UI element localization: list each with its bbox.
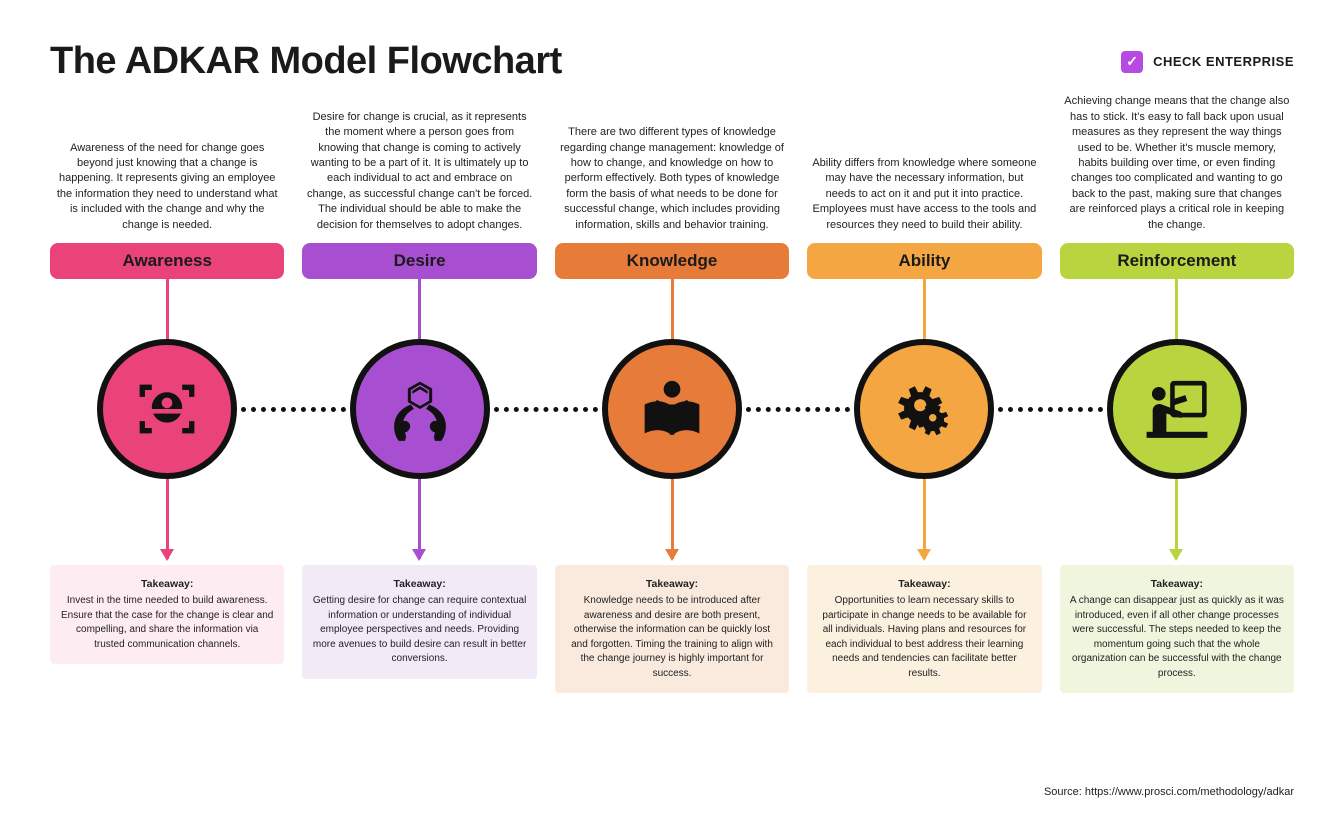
stage-ability: Ability differs from knowledge where som… (807, 93, 1041, 693)
connector-arrow (923, 479, 926, 559)
stage-description: There are two different types of knowled… (555, 93, 789, 243)
takeaway-heading: Takeaway: (312, 577, 526, 592)
enterprise-label: CHECK ENTERPRISE (1153, 54, 1294, 69)
connector-line (166, 279, 169, 339)
takeaway-heading: Takeaway: (60, 577, 274, 592)
stage-description: Achieving change means that the change a… (1060, 93, 1294, 243)
stage-knowledge: There are two different types of knowled… (555, 93, 789, 693)
stage-description: Ability differs from knowledge where som… (807, 93, 1041, 243)
awareness-icon (97, 339, 237, 479)
enterprise-badge: ✓ CHECK ENTERPRISE (1121, 51, 1294, 73)
stage-takeaway: Takeaway: Invest in the time needed to bu… (50, 565, 284, 664)
source-citation: Source: https://www.prosci.com/methodolo… (1044, 786, 1294, 798)
connector-line (923, 279, 926, 339)
stage-awareness: Awareness of the need for change goes be… (50, 93, 284, 693)
stage-description: Awareness of the need for change goes be… (50, 93, 284, 243)
connector-line (671, 279, 674, 339)
header: The ADKAR Model Flowchart ✓ CHECK ENTERP… (0, 0, 1344, 83)
stage-desire: Desire for change is crucial, as it repr… (302, 93, 536, 693)
takeaway-heading: Takeaway: (1070, 577, 1284, 592)
takeaway-heading: Takeaway: (817, 577, 1031, 592)
check-icon: ✓ (1121, 51, 1143, 73)
dotted-connector (746, 407, 850, 412)
stage-label-pill: Reinforcement (1060, 243, 1294, 279)
takeaway-text: Opportunities to learn necessary skills … (822, 595, 1026, 679)
flowchart-columns: Awareness of the need for change goes be… (0, 83, 1344, 693)
dotted-connector (998, 407, 1102, 412)
dotted-connector (241, 407, 345, 412)
dotted-connector (494, 407, 598, 412)
stage-takeaway: Takeaway: Opportunities to learn necessar… (807, 565, 1041, 693)
stage-label-pill: Desire (302, 243, 536, 279)
knowledge-icon (602, 339, 742, 479)
stage-label-pill: Awareness (50, 243, 284, 279)
connector-arrow (1175, 479, 1178, 559)
takeaway-text: Knowledge needs to be introduced after a… (571, 595, 773, 679)
connector-arrow (671, 479, 674, 559)
stage-label-pill: Ability (807, 243, 1041, 279)
stage-takeaway: Takeaway: A change can disappear just as … (1060, 565, 1294, 693)
page-title: The ADKAR Model Flowchart (50, 40, 562, 83)
stage-label-pill: Knowledge (555, 243, 789, 279)
takeaway-text: Invest in the time needed to build aware… (61, 595, 273, 650)
takeaway-text: Getting desire for change can require co… (313, 595, 526, 664)
connector-arrow (418, 479, 421, 559)
stage-description: Desire for change is crucial, as it repr… (302, 93, 536, 243)
reinforcement-icon (1107, 339, 1247, 479)
takeaway-heading: Takeaway: (565, 577, 779, 592)
stage-reinforcement: Achieving change means that the change a… (1060, 93, 1294, 693)
ability-icon (854, 339, 994, 479)
connector-arrow (166, 479, 169, 559)
connector-line (1175, 279, 1178, 339)
stage-takeaway: Takeaway: Knowledge needs to be introduce… (555, 565, 789, 693)
desire-icon (350, 339, 490, 479)
stage-takeaway: Takeaway: Getting desire for change can r… (302, 565, 536, 679)
takeaway-text: A change can disappear just as quickly a… (1070, 595, 1284, 679)
connector-line (418, 279, 421, 339)
